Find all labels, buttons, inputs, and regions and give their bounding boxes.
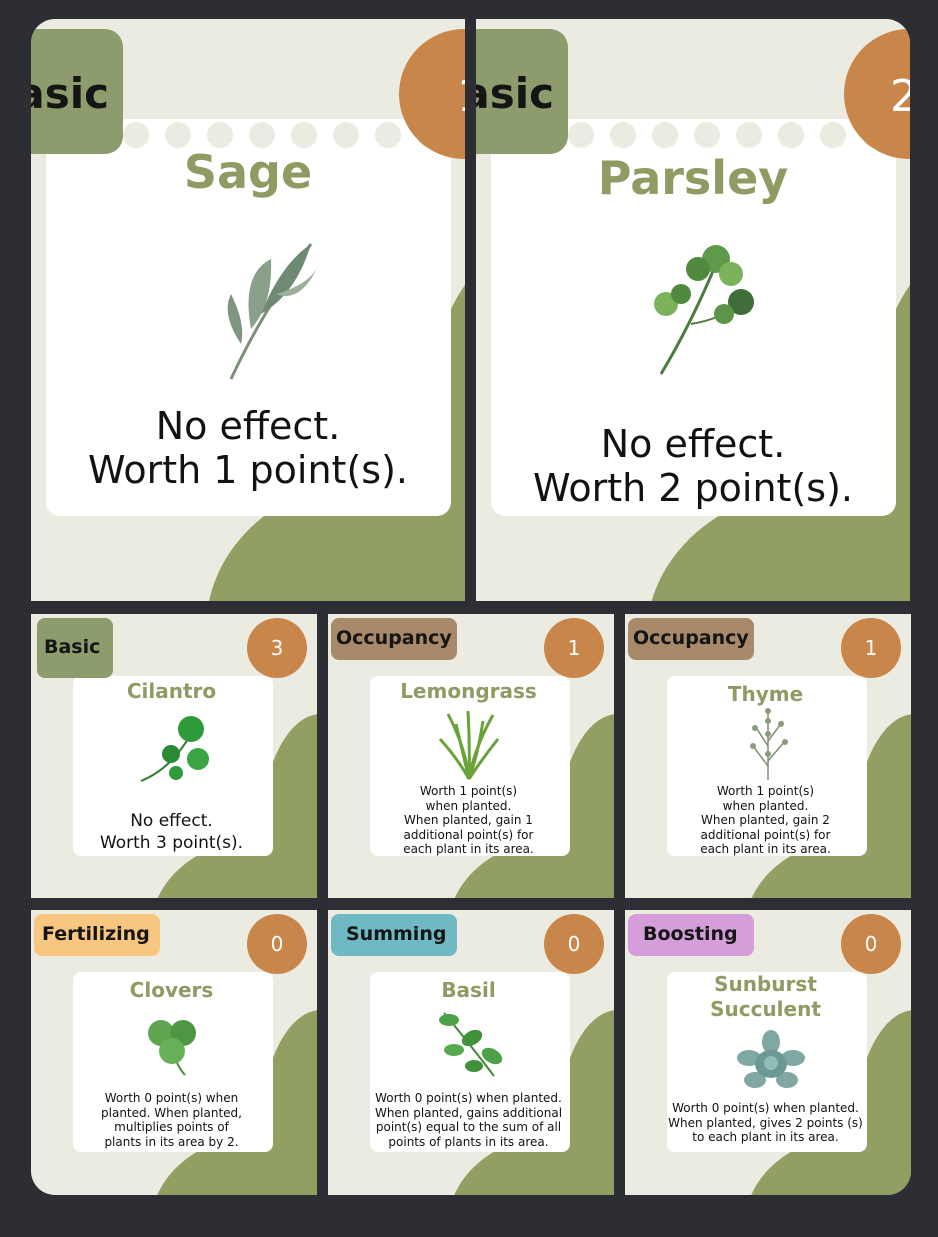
card-title: Basil [441, 978, 496, 1002]
card-cilantro[interactable]: Basic 3 Cilantro No effect. Worth 3 point… [31, 614, 317, 898]
card-type-tag: Basic [37, 618, 113, 678]
card-description: Worth 0 point(s) when planted. When plant… [374, 1091, 563, 1149]
card-point-badge: 0 [247, 914, 307, 974]
card-sunburst-succulent[interactable]: Boosting 0 Sunburst Succulent Worth 0 poi… [625, 910, 911, 1195]
card-type-tag: asic [476, 29, 568, 154]
sage-leaf-icon [201, 234, 321, 384]
binding-holes [568, 122, 888, 148]
card-type-tag: Summing [331, 914, 457, 956]
card-title: Cilantro [126, 679, 217, 703]
binding-holes [81, 960, 261, 972]
card-clovers[interactable]: Fertilizing 0 Clovers Worth 0 point(s) w… [31, 910, 317, 1195]
binding-holes [378, 960, 558, 972]
card-point-badge: 0 [841, 914, 901, 974]
clover-icon [143, 1015, 201, 1077]
card-type-tag: Occupancy [331, 618, 457, 660]
card-basil[interactable]: Summing 0 Basil Worth 0 point(s) when pl… [328, 910, 614, 1195]
card-description: No effect. Worth 3 point(s). [99, 811, 244, 853]
parsley-sprig-icon [636, 234, 756, 379]
card-title: Thyme [727, 682, 804, 706]
card-title: Clovers [129, 978, 214, 1002]
succulent-icon [735, 1030, 807, 1096]
card-type-tag: Fertilizing [34, 914, 160, 956]
card-point-badge: 1 [544, 618, 604, 678]
card-point-badge: 3 [247, 618, 307, 678]
card-title: Lemongrass [400, 679, 537, 703]
card-panel [667, 676, 867, 856]
card-type-tag: Boosting [628, 914, 754, 956]
card-parsley[interactable]: asic 2 Parsley No effect.Worth 2 point(s… [476, 19, 910, 601]
card-panel [46, 119, 451, 516]
thyme-sprig-icon [743, 706, 793, 781]
card-description: No effect. Worth 1 point(s). [88, 404, 408, 492]
card-panel [491, 119, 896, 516]
cilantro-sprig-icon [136, 709, 211, 789]
card-description: Worth 0 point(s) when planted. When plant… [101, 1091, 242, 1149]
card-point-badge: 1 [841, 618, 901, 678]
card-type-tag: Occupancy [628, 618, 754, 660]
card-panel [73, 676, 273, 856]
card-description: Worth 1 point(s) when planted. When plante… [700, 784, 831, 856]
binding-holes [675, 960, 855, 972]
card-title: Parsley [597, 151, 789, 205]
card-lemongrass[interactable]: Occupancy 1 Lemongrass Worth 1 point(s) w… [328, 614, 614, 898]
card-description: Worth 0 point(s) when planted. When plant… [668, 1101, 863, 1144]
basil-sprig-icon [434, 1008, 514, 1080]
card-sage[interactable]: asic 1 Sage No effect.Worth 1 point(s). [31, 19, 465, 601]
card-description: Worth 1 point(s) when planted. When plante… [403, 784, 534, 856]
card-thyme[interactable]: Occupancy 1 Thyme Worth 1 point(s) when p… [625, 614, 911, 898]
card-title: Sunburst Succulent [710, 972, 821, 1021]
card-title: Sage [183, 145, 313, 199]
card-point-badge: 0 [544, 914, 604, 974]
binding-holes [91, 656, 261, 668]
lemongrass-icon [438, 709, 500, 781]
card-type-tag: asic [31, 29, 123, 154]
card-description: No effect. Worth 2 point(s). [533, 422, 853, 510]
